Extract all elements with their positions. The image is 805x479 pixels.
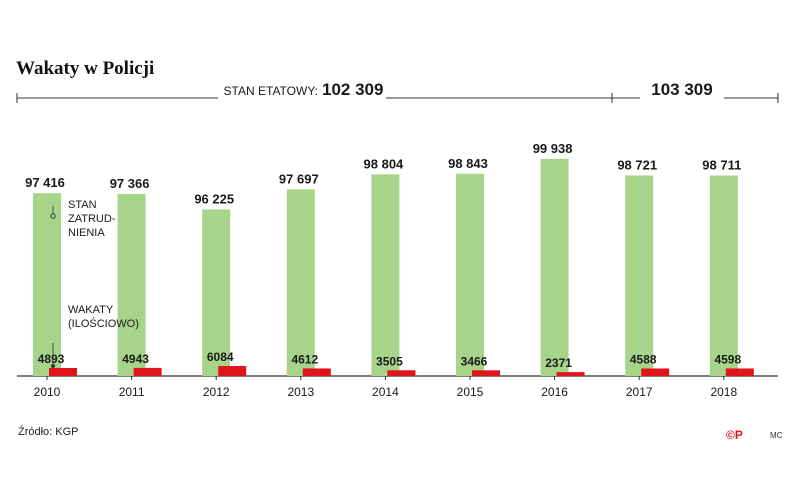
author-credit: MC: [770, 431, 783, 440]
label-stan-2015: 98 843: [448, 156, 488, 171]
label-wakaty-2014: 3505: [376, 354, 403, 368]
label-wakaty-2017: 4588: [630, 352, 657, 366]
etat-value-2010-2016: 102 309: [322, 80, 383, 99]
legend-wakaty-text: WAKATY: [68, 304, 114, 316]
bar-wakaty-2010: [49, 367, 77, 376]
chart-title: Wakaty w Policji: [16, 58, 155, 79]
bar-stan-2018: [709, 175, 738, 376]
label-stan-2016: 99 938: [533, 141, 573, 156]
label-stan-2014: 98 804: [364, 156, 405, 171]
etat-label-bg: [218, 82, 386, 104]
tick-label-2015: 2015: [457, 385, 484, 399]
publisher-logo: ©P: [726, 428, 743, 442]
label-wakaty-2013: 4612: [291, 352, 318, 366]
bar-stan-2015: [456, 173, 484, 376]
bar-stan-2014: [371, 174, 400, 376]
label-wakaty-2018: 4598: [714, 352, 741, 366]
label-wakaty-2011: 4943: [122, 352, 149, 366]
legend-stan-text: STAN: [68, 199, 97, 211]
bar-wakaty-2018: [725, 368, 754, 376]
label-stan-2018: 98 711: [702, 158, 741, 173]
tick-label-2013: 2013: [287, 385, 314, 399]
tick-label-2016: 2016: [541, 385, 568, 399]
bar-wakaty-2011: [133, 367, 162, 376]
legend-wakaty-marker: [51, 364, 55, 368]
bar-stan-2016: [540, 158, 569, 376]
bar-wakaty-2014: [387, 370, 416, 376]
etat-label-bg: [640, 82, 724, 104]
legend-stan-text: NIENIA: [68, 227, 105, 239]
label-stan-2011: 97 366: [110, 176, 150, 191]
etat-label: STAN ETATOWY:: [224, 84, 318, 98]
label-wakaty-2010: 4893: [38, 352, 65, 366]
bar-stan-2017: [625, 175, 654, 376]
label-wakaty-2016: 2371: [545, 356, 572, 370]
label-stan-2013: 97 697: [279, 171, 319, 186]
legend-wakaty-text: (ILOŚCIOWO): [68, 317, 139, 330]
bar-stan-2013: [286, 189, 315, 376]
label-stan-2010: 97 416: [25, 175, 65, 190]
etat-value-2017-2018: 103 309: [651, 80, 712, 99]
tick-label-2010: 2010: [34, 385, 61, 399]
tick-label-2014: 2014: [372, 385, 399, 399]
bar-wakaty-2015: [472, 370, 500, 376]
tick-label-2018: 2018: [710, 385, 737, 399]
label-wakaty-2012: 6084: [207, 350, 234, 364]
label-stan-2017: 98 721: [617, 157, 657, 172]
bar-wakaty-2012: [218, 366, 247, 376]
label-stan-2012: 96 225: [194, 191, 234, 206]
bar-stan-2010: [33, 193, 61, 376]
tick-label-2012: 2012: [203, 385, 230, 399]
label-wakaty-2015: 3466: [461, 354, 488, 368]
tick-label-2017: 2017: [626, 385, 653, 399]
bar-wakaty-2016: [556, 372, 585, 376]
tick-label-2011: 2011: [119, 385, 145, 399]
bar-stan-2011: [117, 193, 146, 376]
bar-stan-2012: [202, 209, 231, 376]
source-note: Źródło: KGP: [18, 426, 79, 438]
bar-wakaty-2017: [641, 368, 670, 376]
legend-stan-text: ZATRUD-: [68, 213, 116, 225]
bar-wakaty-2013: [302, 368, 331, 376]
